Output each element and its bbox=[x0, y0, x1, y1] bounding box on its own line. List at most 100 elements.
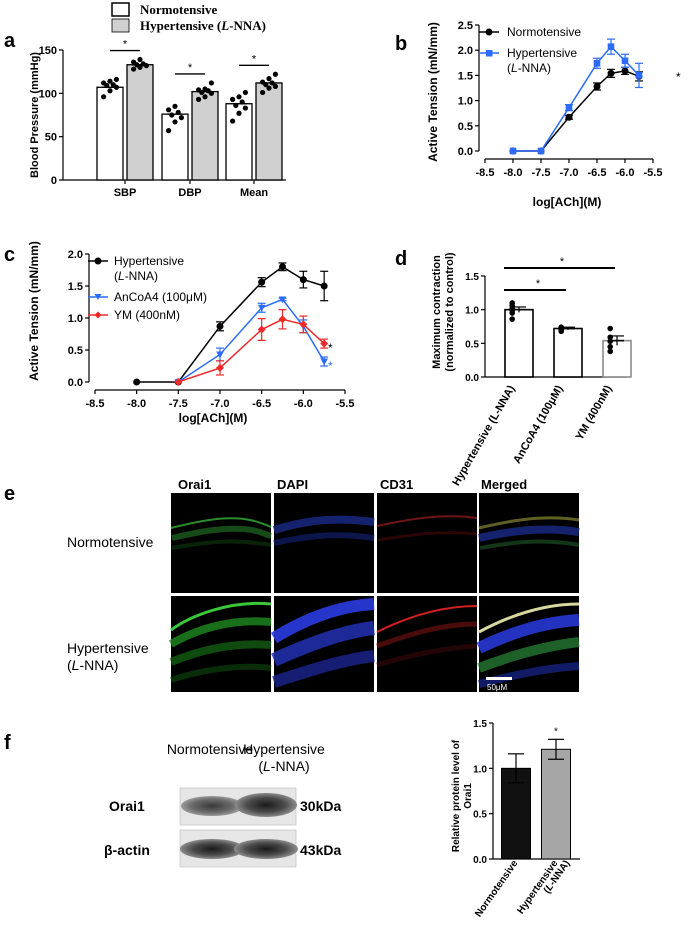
data-point bbox=[278, 315, 287, 324]
data-point bbox=[230, 118, 236, 124]
scale-bar-label: 50μM bbox=[487, 683, 508, 692]
c-series-line bbox=[178, 318, 325, 383]
data-point bbox=[607, 334, 613, 341]
micrograph-hypertensive-merged: 50μM bbox=[476, 596, 580, 692]
data-point bbox=[258, 278, 266, 286]
bar-sbp-normotensive bbox=[96, 86, 124, 181]
x-axis-label: log[ACh](M) bbox=[533, 195, 602, 209]
bar bbox=[553, 327, 583, 378]
data-point bbox=[272, 83, 278, 89]
data-point bbox=[565, 104, 573, 111]
legend-label-ym: YM (400nM) bbox=[114, 308, 180, 322]
data-point bbox=[607, 325, 613, 332]
data-point bbox=[607, 338, 613, 345]
panel-f-western-blot: Normotensive Hypertensive (L-NNA) Orai1 … bbox=[104, 719, 580, 919]
data-point bbox=[172, 119, 178, 125]
y-axis-label-line2: Orai1 bbox=[463, 783, 474, 809]
b-y-tick-label: 0.0 bbox=[458, 146, 473, 158]
b-y-tick-label: 2.5 bbox=[458, 20, 473, 32]
data-point bbox=[178, 115, 184, 121]
data-point bbox=[320, 358, 328, 366]
legend-label-normotensive: Normotensive bbox=[140, 2, 217, 17]
data-point bbox=[216, 322, 224, 330]
a-y-tick-label: 0 bbox=[51, 175, 57, 187]
c-y-tick-label: 0.5 bbox=[68, 345, 83, 357]
panel-a-bar-chart: Normotensive Hypertensive (L-NNA) 0 50 100… bbox=[29, 2, 286, 199]
data-point bbox=[101, 80, 107, 86]
b-x-tick-label: -6.0 bbox=[616, 167, 635, 179]
data-point bbox=[196, 96, 202, 102]
column-label-orai1: Orai1 bbox=[178, 477, 211, 492]
data-point bbox=[172, 103, 178, 109]
column-label-dapi: DAPI bbox=[277, 477, 308, 492]
data-point bbox=[131, 66, 137, 72]
bar bbox=[501, 767, 531, 860]
c-x-tick-label: -8.5 bbox=[86, 398, 105, 410]
bar bbox=[541, 748, 571, 860]
legend-swatch-normotensive bbox=[111, 2, 130, 17]
d-y-tick-label: 0.5 bbox=[465, 339, 479, 350]
b-x-tick-label: -7.0 bbox=[560, 167, 579, 179]
b-x-tick-label: -5.5 bbox=[644, 167, 663, 179]
x-tick-label-ym: YM (400nM) bbox=[574, 383, 615, 442]
f-y-tick-label: 0.0 bbox=[473, 855, 487, 866]
b-series-line bbox=[513, 70, 640, 152]
y-axis-label-line1: Maximum contraction bbox=[431, 255, 443, 369]
data-point bbox=[607, 43, 615, 50]
x-axis-label: log[ACh](M) bbox=[179, 411, 248, 425]
panel-letter-c: c bbox=[4, 244, 15, 266]
data-point bbox=[137, 56, 143, 63]
b-x-tick-label: -6.5 bbox=[588, 167, 607, 179]
significance-asterisk: * bbox=[123, 39, 128, 51]
legend: Hypertensive (L-NNA) AnCoA4 (100μM) YM (… bbox=[88, 254, 207, 322]
legend-swatch-hypertensive bbox=[111, 18, 130, 33]
b-y-tick-label: 1.0 bbox=[458, 96, 473, 108]
lane-header-hypertensive: Hypertensive bbox=[243, 741, 325, 757]
row-label-normotensive: Normotensive bbox=[67, 534, 154, 550]
lane-header-normotensive: Normotensive bbox=[167, 741, 254, 757]
c-x-tick-label: -8.0 bbox=[127, 398, 146, 410]
a-y-tick-label: 50 bbox=[45, 132, 57, 144]
data-point bbox=[131, 59, 137, 65]
x-tick-label-sbp: SBP bbox=[114, 187, 137, 199]
data-point bbox=[260, 79, 266, 85]
bar bbox=[504, 308, 534, 378]
data-point bbox=[607, 69, 615, 77]
row-label-lnna: (L-NNA) bbox=[67, 657, 118, 673]
data-point bbox=[266, 76, 272, 82]
legend-marker-ancoa4 bbox=[94, 294, 102, 300]
data-point bbox=[169, 112, 175, 118]
data-point bbox=[257, 325, 266, 334]
f-y-tick-label: 0.5 bbox=[473, 810, 487, 821]
data-point bbox=[230, 96, 236, 102]
significance-asterisk: * bbox=[252, 53, 257, 65]
data-point bbox=[216, 351, 224, 359]
data-point bbox=[236, 94, 242, 100]
c-y-tick-label: 1.0 bbox=[68, 313, 83, 325]
significance-asterisk-ym: * bbox=[328, 341, 333, 355]
data-point bbox=[113, 76, 119, 83]
size-label-43kda: 43kDa bbox=[300, 842, 341, 858]
y-axis-label-line1: Relative protein level of bbox=[451, 739, 462, 852]
b-y-tick-label: 0.5 bbox=[458, 121, 473, 133]
significance-asterisk: * bbox=[554, 726, 558, 737]
panel-b-line-chart: 0.0 0.5 1.0 1.5 2.0 2.5 -8.5 -8.0 -7.5 -7.0 -6.5 -6… bbox=[426, 20, 681, 209]
data-point bbox=[107, 88, 113, 94]
c-y-tick-label: 0.0 bbox=[68, 377, 83, 389]
legend-marker-hypertensive bbox=[94, 257, 102, 265]
x-tick-label-mean: Mean bbox=[240, 187, 268, 199]
a-y-tick-label: 100 bbox=[39, 88, 57, 100]
f-y-tick-label: 1.5 bbox=[473, 719, 487, 730]
micrograph-normotensive-merged bbox=[478, 493, 580, 593]
band-orai1-hypertensive bbox=[235, 793, 297, 817]
b-x-tick-label: -7.5 bbox=[532, 167, 551, 179]
micrograph-normotensive-orai1 bbox=[170, 493, 272, 593]
legend-label-hypertensive: Hypertensive bbox=[507, 46, 577, 60]
panel-letter-d: d bbox=[395, 248, 407, 270]
data-point bbox=[558, 324, 564, 330]
band-orai1-normotensive bbox=[181, 796, 243, 816]
legend-label-normotensive: Normotensive bbox=[507, 25, 581, 39]
bar-sbp-hypertensive bbox=[126, 64, 154, 181]
data-point bbox=[133, 378, 141, 386]
data-point bbox=[509, 316, 515, 322]
